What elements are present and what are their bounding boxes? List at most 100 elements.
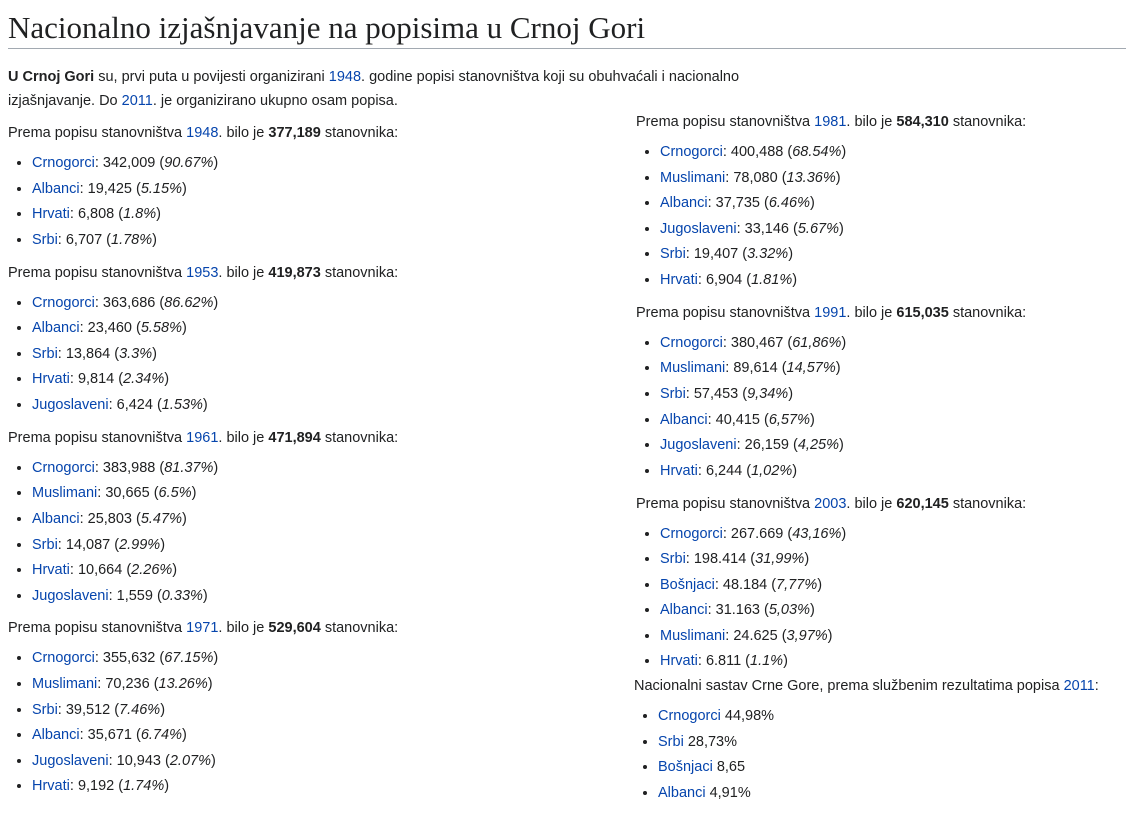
nationality-item: Albanci37,7356.46% (660, 191, 1116, 217)
sentence-text: stanovnika: (320, 125, 399, 141)
count: 363,686 (95, 295, 164, 311)
close (164, 371, 169, 387)
nationality-link[interactable]: Albanci (32, 180, 80, 197)
count: 198.414 (686, 551, 755, 567)
nationality-item: Jugoslaveni33,1465.67% (660, 217, 1116, 243)
nationality-list: Crnogorci363,68686.62%Albanci23,4605.58%… (8, 291, 608, 419)
year-link[interactable]: 1948 (328, 69, 362, 85)
count: 6,244 (698, 463, 751, 479)
sentence-text: . bilo je (218, 125, 269, 141)
count: 57,453 (686, 386, 747, 402)
nationality-link[interactable]: Hrvati (32, 206, 70, 223)
nationality-link[interactable]: Jugoslaveni (32, 587, 109, 604)
nationality-link[interactable]: Albanci (658, 784, 706, 801)
nationality-link[interactable]: Srbi (32, 231, 58, 248)
nationality-link[interactable]: Hrvati (660, 653, 698, 668)
percentage: 68.54% (792, 144, 842, 160)
nationality-link[interactable]: Bošnjaci (658, 759, 713, 776)
percentage: 14,57% (786, 360, 836, 377)
nationality-link[interactable]: Hrvati (32, 778, 70, 795)
percentage: 6,57% (768, 411, 810, 428)
census-sentence: Prema popisu stanovništva 2003. bilo je … (636, 494, 1116, 514)
nationality-link[interactable]: Albanci (32, 727, 80, 744)
nationality-link[interactable]: Srbi (660, 385, 686, 402)
nationality-item: Albanci23,4605.58% (32, 316, 608, 342)
nationality-link[interactable]: Crnogorci (32, 459, 95, 476)
nationality-list: Crnogorci400,48868.54%Muslimani78,08013.… (636, 140, 1116, 294)
count: 40,415 (708, 412, 769, 428)
year-link[interactable]: 2011 (121, 93, 153, 109)
nationality-link[interactable]: Muslimani (32, 676, 98, 693)
nationality-item: Hrvati9,8142.34% (32, 367, 608, 393)
nationality-link[interactable]: Jugoslaveni (32, 396, 109, 413)
nationality-item: Hrvati6,8081.8% (32, 202, 608, 228)
population-total: 615,035 (896, 304, 949, 321)
nationality-link[interactable]: Muslimani (660, 169, 726, 186)
nationality-link[interactable]: Hrvati (660, 271, 698, 288)
sentence-text: stanovnika: (948, 495, 1027, 512)
percentage: 5.58% (140, 320, 182, 337)
close (172, 562, 177, 578)
nationality-link[interactable]: Albanci (32, 510, 80, 527)
nationality-link[interactable]: Hrvati (32, 371, 70, 388)
nationality-link[interactable]: Muslimani (660, 360, 726, 377)
nationality-link[interactable]: Srbi (660, 246, 686, 263)
year-link[interactable]: 1991 (814, 304, 847, 321)
nationality-link[interactable]: Crnogorci (32, 155, 95, 171)
nationality-link[interactable]: Crnogorci (660, 525, 723, 542)
nationality-item: Albanci40,4156,57% (660, 408, 1116, 434)
nationality-item: Crnogorci363,68686.62% (32, 291, 608, 317)
close (841, 335, 846, 351)
nationality-link[interactable]: Albanci (660, 602, 708, 619)
census-sentence: Prema popisu stanovništva 1961. bilo je … (8, 428, 608, 448)
nationality-link[interactable]: Bošnjaci (660, 576, 715, 593)
nationality-link[interactable]: Crnogorci (32, 294, 95, 311)
year-link[interactable]: 1961 (186, 429, 219, 446)
nationality-link[interactable]: Crnogorci (658, 708, 721, 724)
nationality-link[interactable]: Muslimani (660, 627, 726, 644)
year-link[interactable]: 1971 (186, 620, 219, 637)
count: 13,864 (58, 346, 119, 362)
count: 10,664 (70, 562, 131, 578)
nationality-link[interactable]: Muslimani (32, 485, 98, 502)
year-link[interactable]: 1948 (186, 125, 219, 141)
nationality-link[interactable]: Jugoslaveni (660, 437, 737, 454)
sentence-text: Nacionalni sastav Crne Gore, prema služb… (634, 678, 1064, 694)
nationality-link[interactable]: Srbi (32, 536, 58, 553)
sentence-text: . bilo je (846, 114, 897, 130)
nationality-link[interactable]: Jugoslaveni (32, 752, 109, 769)
intro-text: . godine popisi stanovništva koji su obu… (8, 69, 740, 109)
year-link[interactable]: 1953 (186, 264, 219, 281)
close (160, 702, 165, 718)
percentage: 81.37% (164, 459, 214, 476)
page-title: Nacionalno izjašnjavanje na popisima u C… (8, 8, 1126, 49)
close (828, 628, 833, 644)
population-total: 419,873 (268, 264, 321, 281)
year-link[interactable]: 2011 (1063, 678, 1095, 694)
nationality-link[interactable]: Srbi (32, 345, 58, 362)
nationality-link[interactable]: Albanci (660, 195, 708, 212)
count: 6,808 (70, 206, 123, 222)
nationality-link[interactable]: Albanci (660, 411, 708, 428)
percentage: 5,03% (768, 602, 810, 619)
year-link[interactable]: 1981 (814, 114, 847, 130)
nationality-link[interactable]: Hrvati (32, 562, 70, 579)
year-link[interactable]: 2003 (814, 495, 847, 512)
nationality-link[interactable]: Srbi (658, 733, 684, 750)
percentage: 3.3% (119, 345, 153, 362)
nationality-link[interactable]: Crnogorci (32, 650, 95, 667)
sentence-text: Prema popisu stanovništva (636, 304, 815, 321)
percentage: 6.5% (158, 485, 192, 502)
nationality-link[interactable]: Hrvati (660, 462, 698, 479)
nationality-link[interactable]: Jugoslaveni (660, 220, 737, 237)
nationality-item: Srbi198.41431,99% (660, 547, 1116, 573)
nationality-link[interactable]: Srbi (32, 701, 58, 718)
nationality-link[interactable]: Crnogorci (660, 144, 723, 160)
nationality-link[interactable]: Srbi (660, 551, 686, 568)
census-sentence: Prema popisu stanovništva 1991. bilo je … (636, 303, 1116, 323)
count: 10,943 (109, 753, 170, 769)
nationality-link[interactable]: Crnogorci (660, 334, 723, 351)
nationality-link[interactable]: Albanci (32, 320, 80, 337)
